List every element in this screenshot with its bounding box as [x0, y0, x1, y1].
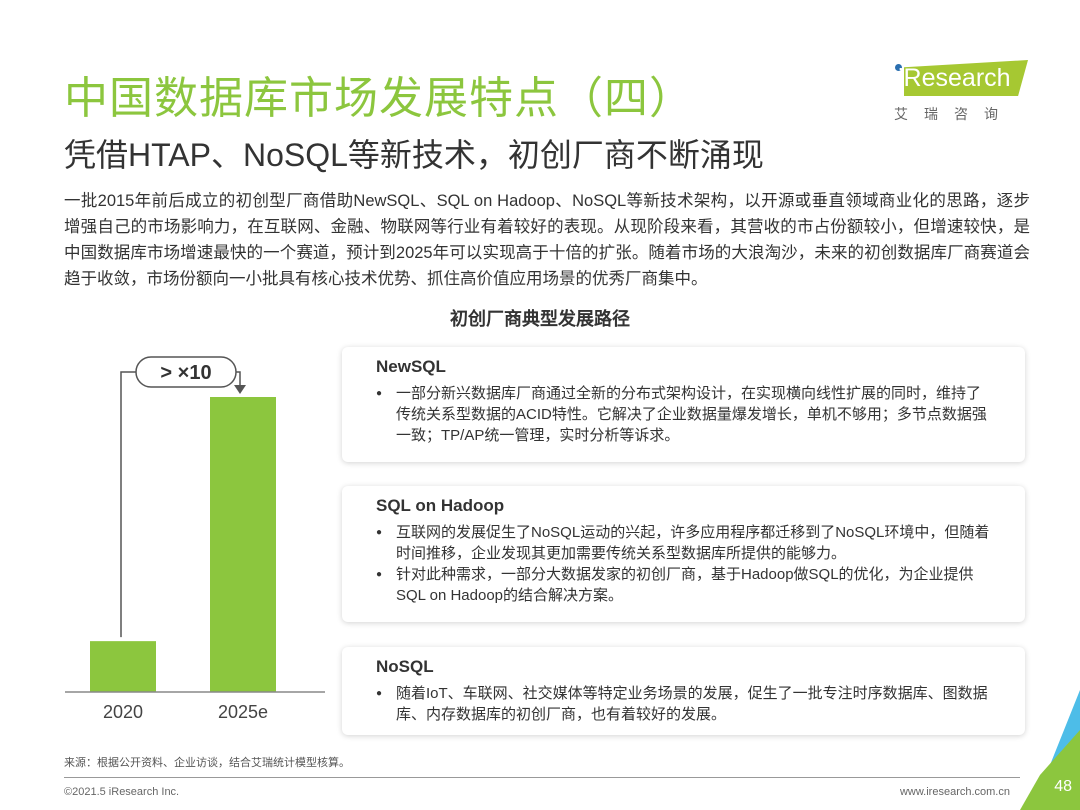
x-tick-label: 2020 — [103, 702, 143, 722]
growth-bar-chart: 2020 2025e > ×10 — [65, 356, 325, 722]
annotation-label: > ×10 — [160, 362, 211, 384]
bullet: 随着IoT、车联网、社交媒体等特定业务场景的发展，促生了一批专注时序数据库、图数… — [376, 683, 991, 725]
page-title: 中国数据库市场发展特点（四） — [64, 74, 694, 123]
card-title: NoSQL — [376, 657, 434, 676]
card-newsql: NewSQL 一部分新兴数据库厂商通过全新的分布式架构设计，在实现横向线性扩展的… — [342, 347, 1025, 462]
logo-cn: 艾瑞咨询 — [894, 106, 1014, 122]
section-title: 初创厂商典型发展路径 — [450, 309, 630, 329]
bar-2020 — [90, 641, 156, 692]
page-number: 48 — [1054, 778, 1072, 795]
bullet: 针对此种需求，一部分大数据发家的初创厂商，基于Hadoop做SQL的优化，为企业… — [376, 564, 991, 606]
page-subtitle: 凭借HTAP、NoSQL等新技术，初创厂商不断涌现 — [64, 137, 764, 173]
corner-decoration — [1020, 690, 1080, 810]
intro-paragraph: 一批2015年前后成立的初创型厂商借助NewSQL、SQL on Hadoop、… — [64, 192, 1030, 288]
copyright: ©2021.5 iResearch Inc. — [64, 786, 180, 798]
card-nosql: NoSQL 随着IoT、车联网、社交媒体等特定业务场景的发展，促生了一批专注时序… — [342, 647, 1025, 735]
bracket-right — [236, 371, 241, 385]
website-link: www.iresearch.com.cn — [899, 786, 1010, 798]
bullet: 一部分新兴数据库厂商通过全新的分布式架构设计，在实现横向线性扩展的同时，维持了传… — [376, 383, 991, 446]
bar-2025e — [210, 397, 276, 692]
source-note: 来源：根据公开资料、企业访谈，结合艾瑞统计模型核算。 — [64, 757, 350, 769]
card-title: SQL on Hadoop — [376, 496, 505, 515]
iresearch-logo: iResearch 艾瑞咨询 — [890, 56, 1030, 126]
bracket-left — [120, 371, 136, 638]
x-tick-label: 2025e — [218, 702, 268, 722]
card-title: NewSQL — [376, 357, 446, 376]
arrow-head — [234, 385, 246, 394]
bullet: 互联网的发展促生了NoSQL运动的兴起，许多应用程序都迁移到了NoSQL环境中，… — [376, 522, 991, 564]
logo-word: iResearch — [898, 64, 1011, 92]
annotation-pill — [135, 356, 237, 388]
footer-divider — [64, 777, 1020, 778]
card-sql-on-hadoop: SQL on Hadoop 互联网的发展促生了NoSQL运动的兴起，许多应用程序… — [342, 486, 1025, 622]
